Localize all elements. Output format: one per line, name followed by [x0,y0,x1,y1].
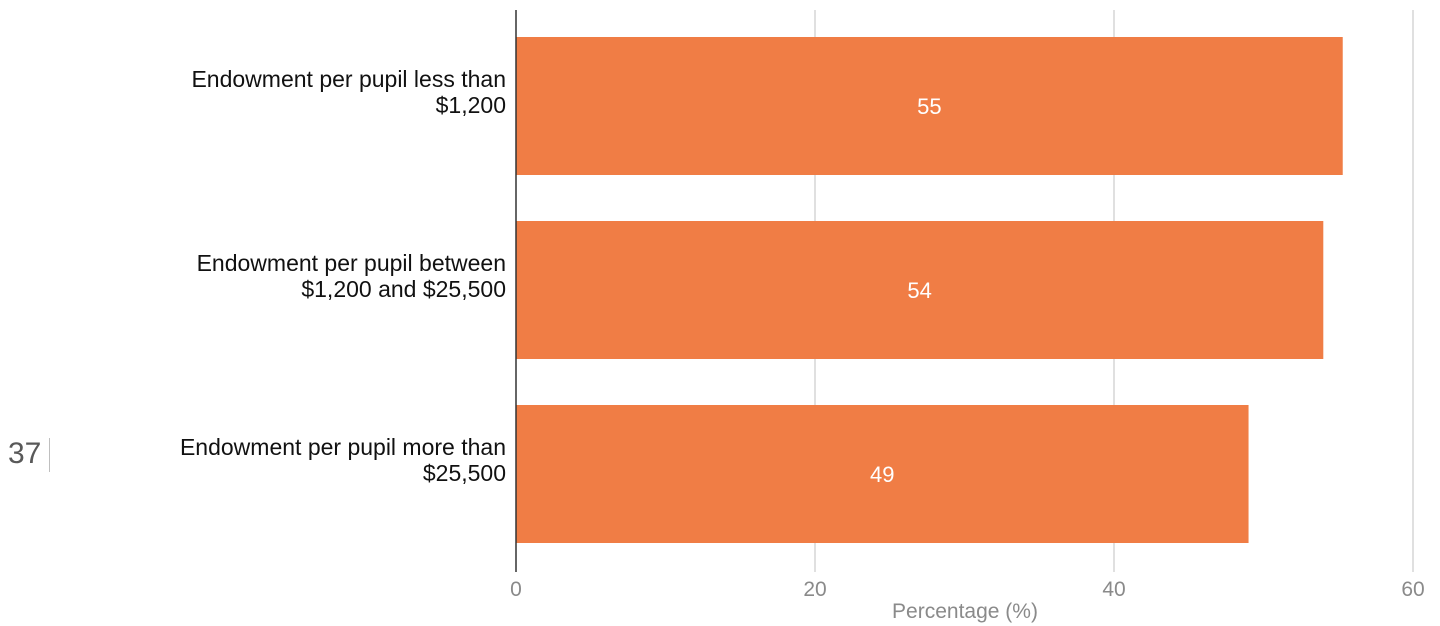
x-tick-label: 0 [510,578,522,601]
bar-data-label: 54 [907,278,931,303]
x-tick-labels: 0 20 40 60 [510,578,1425,601]
category-label: Endowment per pupil between $1,200 and $2… [197,250,506,302]
page-number: 37 [8,437,42,470]
x-axis-title: Percentage (%) [892,600,1038,623]
bar [516,37,1343,175]
category-label: Endowment per pupil more than $25,500 [180,434,506,486]
category-labels: Endowment per pupil less than $1,200 Endow… [180,66,506,486]
category-label: Endowment per pupil less than $1,200 [191,66,506,118]
bar-data-label: 55 [917,94,941,119]
page-number-divider [49,438,50,472]
bar [516,405,1249,543]
bar [516,221,1324,359]
x-tick-label: 40 [1102,578,1125,601]
bar-data-label: 49 [870,462,894,487]
x-tick-label: 60 [1401,578,1424,601]
bars: 55 54 49 [516,37,1343,543]
x-tick-label: 20 [803,578,826,601]
